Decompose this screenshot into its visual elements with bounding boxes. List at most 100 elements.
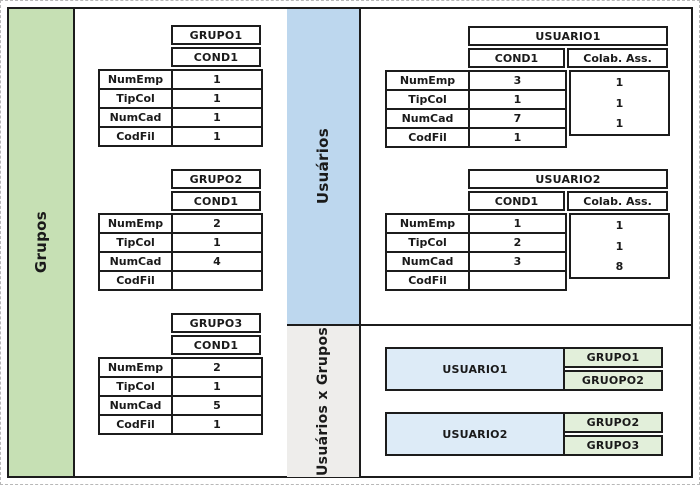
table-row: NumCad 7 bbox=[385, 108, 567, 129]
usuario1-table-body: NumEmp 3 TipCol 1 NumCad 7 bbox=[385, 70, 691, 148]
row-label: NumCad bbox=[98, 251, 173, 272]
row-label: CodFil bbox=[98, 270, 173, 291]
usuario1-colab-column: 1 1 1 bbox=[569, 70, 670, 136]
grupo1-table-title: GRUPO1 bbox=[171, 25, 261, 45]
usuario1-cond-table: NumEmp 3 TipCol 1 NumCad 7 bbox=[385, 70, 567, 148]
grupo3-table-cond-header: COND1 bbox=[171, 335, 261, 355]
table-row: CodFil bbox=[385, 270, 567, 291]
row-label: NumEmp bbox=[98, 357, 173, 378]
colab-value: 1 bbox=[615, 117, 624, 131]
grupo3-table: GRUPO3 COND1 NumEmp 2 TipCol 1 NumCad 5 bbox=[98, 313, 287, 435]
usuarios-section: Usuários USUARIO1 COND1 Colab. Ass. NumE… bbox=[287, 9, 691, 326]
usuarios-x-grupos-panel-label: Usuários x Grupos bbox=[315, 327, 331, 476]
table-row: CodFil bbox=[98, 270, 263, 291]
grupo2-table: GRUPO2 COND1 NumEmp 2 TipCol 1 NumCad 4 bbox=[98, 169, 287, 291]
row-value: 2 bbox=[171, 213, 263, 234]
row-value: 3 bbox=[468, 70, 567, 91]
usuarios-panel: Usuários bbox=[287, 9, 361, 324]
table-row: NumEmp 1 bbox=[98, 69, 263, 90]
row-value: 4 bbox=[171, 251, 263, 272]
row-value: 5 bbox=[171, 395, 263, 416]
usuario2-colab-header: Colab. Ass. bbox=[567, 191, 668, 211]
table-row: CodFil 1 bbox=[385, 127, 567, 148]
row-label: NumCad bbox=[385, 108, 470, 129]
row-label: NumEmp bbox=[385, 70, 470, 91]
mapping-group-box: GRUPO2 bbox=[563, 412, 663, 433]
grupo3-table-title: GRUPO3 bbox=[171, 313, 261, 333]
row-value bbox=[171, 270, 263, 291]
usuario1-table: USUARIO1 COND1 Colab. Ass. NumEmp 3 bbox=[385, 26, 691, 148]
grupo1-table-body: NumEmp 1 TipCol 1 NumCad 1 CodFil 1 bbox=[98, 69, 263, 147]
grupo-tables-region: GRUPO1 COND1 NumEmp 1 TipCol 1 NumCad 1 bbox=[75, 9, 287, 476]
colab-value: 8 bbox=[615, 260, 624, 274]
grupo2-table-title: GRUPO2 bbox=[171, 169, 261, 189]
row-label: TipCol bbox=[98, 88, 173, 109]
row-label: NumEmp bbox=[385, 213, 470, 234]
grupos-panel-label: Grupos bbox=[32, 211, 50, 274]
table-row: CodFil 1 bbox=[98, 414, 263, 435]
row-value: 1 bbox=[171, 69, 263, 90]
row-label: TipCol bbox=[98, 232, 173, 253]
table-row: TipCol 1 bbox=[98, 232, 263, 253]
row-value: 3 bbox=[468, 251, 567, 272]
table-row: NumCad 3 bbox=[385, 251, 567, 272]
grupo2-table-body: NumEmp 2 TipCol 1 NumCad 4 CodFil bbox=[98, 213, 263, 291]
usuarios-x-grupos-panel: Usuários x Grupos bbox=[287, 326, 361, 477]
usuario2-table-title: USUARIO2 bbox=[468, 169, 668, 189]
usuario2-colab-column: 1 1 8 bbox=[569, 213, 670, 279]
table-row: NumCad 1 bbox=[98, 107, 263, 128]
grupo1-table-cond-header: COND1 bbox=[171, 47, 261, 67]
row-value: 1 bbox=[171, 414, 263, 435]
mapping-group-stack: GRUPO1 GRUOPO2 bbox=[563, 347, 663, 391]
colab-value: 1 bbox=[615, 75, 624, 89]
row-value: 1 bbox=[171, 126, 263, 147]
mapping-group-stack: GRUPO2 GRUPO3 bbox=[563, 412, 663, 456]
table-row: TipCol 2 bbox=[385, 232, 567, 253]
mapping-user-box: USUARIO2 bbox=[385, 412, 565, 456]
usuario2-table-body: NumEmp 1 TipCol 2 NumCad 3 bbox=[385, 213, 691, 291]
right-region: Usuários USUARIO1 COND1 Colab. Ass. NumE… bbox=[287, 9, 691, 477]
row-value: 1 bbox=[171, 376, 263, 397]
row-label: TipCol bbox=[385, 89, 470, 110]
usuario-tables-region: USUARIO1 COND1 Colab. Ass. NumEmp 3 bbox=[361, 9, 691, 324]
row-value: 1 bbox=[468, 213, 567, 234]
usuarios-panel-label: Usuários bbox=[314, 128, 332, 205]
row-label: TipCol bbox=[385, 232, 470, 253]
row-value: 1 bbox=[468, 89, 567, 110]
row-value: 1 bbox=[171, 88, 263, 109]
usuario1-colab-header: Colab. Ass. bbox=[567, 48, 668, 68]
mapping-group-box: GRUOPO2 bbox=[563, 370, 663, 391]
row-label: NumCad bbox=[98, 107, 173, 128]
row-label: NumCad bbox=[98, 395, 173, 416]
usuario2-cond-table: NumEmp 1 TipCol 2 NumCad 3 bbox=[385, 213, 567, 291]
row-value: 2 bbox=[171, 357, 263, 378]
grupo2-table-cond-header: COND1 bbox=[171, 191, 261, 211]
usuario1-table-title: USUARIO1 bbox=[468, 26, 668, 46]
usuarios-x-grupos-section: Usuários x Grupos USUARIO1 GRUPO1 GRUOPO… bbox=[287, 326, 691, 477]
grupos-panel: Grupos bbox=[9, 9, 75, 476]
row-value: 2 bbox=[468, 232, 567, 253]
row-value: 1 bbox=[171, 232, 263, 253]
row-label: NumEmp bbox=[98, 213, 173, 234]
row-label: NumCad bbox=[385, 251, 470, 272]
row-label: CodFil bbox=[385, 127, 470, 148]
table-row: NumEmp 2 bbox=[98, 213, 263, 234]
row-value: 1 bbox=[171, 107, 263, 128]
table-row: NumEmp 1 bbox=[385, 213, 567, 234]
diagram-frame: Grupos GRUPO1 COND1 NumEmp 1 TipCol 1 bbox=[7, 7, 693, 478]
row-label: CodFil bbox=[385, 270, 470, 291]
mapping-group-box: GRUPO1 bbox=[563, 347, 663, 368]
grupo1-table: GRUPO1 COND1 NumEmp 1 TipCol 1 NumCad 1 bbox=[98, 25, 287, 147]
table-row: TipCol 1 bbox=[98, 88, 263, 109]
table-row: NumCad 4 bbox=[98, 251, 263, 272]
row-value bbox=[468, 270, 567, 291]
mapping-group-box: GRUPO3 bbox=[563, 435, 663, 456]
usuario2-table: USUARIO2 COND1 Colab. Ass. NumEmp 1 bbox=[385, 169, 691, 291]
colab-value: 1 bbox=[615, 96, 624, 110]
row-value: 1 bbox=[468, 127, 567, 148]
table-row: CodFil 1 bbox=[98, 126, 263, 147]
colab-value: 1 bbox=[615, 218, 624, 232]
usuario2-cond-header: COND1 bbox=[468, 191, 565, 211]
grupo3-table-body: NumEmp 2 TipCol 1 NumCad 5 CodFil 1 bbox=[98, 357, 263, 435]
row-value: 7 bbox=[468, 108, 567, 129]
